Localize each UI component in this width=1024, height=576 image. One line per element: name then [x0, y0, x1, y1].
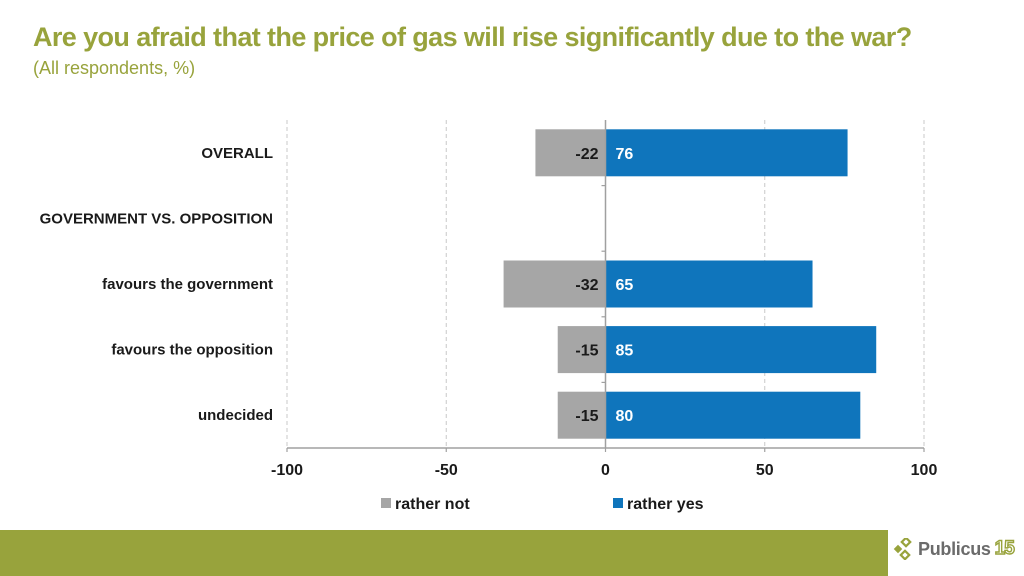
- bar-rather-yes: [605, 129, 848, 177]
- chart-subtitle: (All respondents, %): [33, 58, 196, 78]
- data-label: -32: [575, 277, 598, 294]
- category-label: OVERALL: [201, 145, 273, 162]
- data-label: 85: [616, 343, 634, 360]
- bars: [503, 129, 877, 439]
- category-label: favours the opposition: [111, 342, 273, 359]
- legend-swatch-rather-yes: [613, 498, 623, 508]
- data-label: 80: [616, 408, 634, 425]
- category-label: undecided: [198, 407, 273, 424]
- bar-rather-yes: [605, 260, 813, 308]
- data-label: -15: [575, 408, 598, 425]
- bar-rather-not: [557, 391, 606, 439]
- bar-rather-not: [503, 260, 606, 308]
- data-label: 76: [616, 146, 634, 163]
- chart-title: Are you afraid that the price of gas wil…: [33, 22, 912, 52]
- category-label: GOVERNMENT VS. OPPOSITION: [40, 210, 273, 227]
- bar-rather-not: [557, 326, 606, 374]
- category-label: favours the government: [102, 276, 273, 293]
- x-tick-label: -50: [435, 462, 458, 479]
- data-label: -15: [575, 343, 598, 360]
- legend-label: rather yes: [627, 496, 704, 513]
- x-tick-label: 0: [601, 462, 610, 479]
- axes: -100 -50 0 50 100: [271, 120, 937, 479]
- data-label: -22: [575, 146, 598, 163]
- data-label: 65: [616, 277, 634, 294]
- publicus-logo: Publicus 15: [892, 537, 1016, 560]
- legend: rather not rather yes: [381, 496, 704, 513]
- logo-text: Publicus: [918, 538, 991, 559]
- diverging-bar-chart: -100 -50 0 50 100 -22 76 OVERALL GOVERNMENT VS.…: [40, 120, 937, 513]
- legend-swatch-rather-not: [381, 498, 391, 508]
- legend-label: rather not: [395, 496, 470, 513]
- logo-number: 15: [994, 537, 1016, 559]
- bar-rather-yes: [605, 326, 877, 374]
- x-tick-label: 100: [911, 462, 938, 479]
- bar-rather-not: [535, 129, 606, 177]
- footer-band: [0, 530, 888, 576]
- diamond-logo-icon: [893, 538, 912, 560]
- x-tick-label: -100: [271, 462, 303, 479]
- labels: -22 76 OVERALL GOVERNMENT VS. OPPOSITION -32…: [40, 145, 634, 425]
- bar-rather-yes: [605, 391, 861, 439]
- x-tick-label: 50: [756, 462, 774, 479]
